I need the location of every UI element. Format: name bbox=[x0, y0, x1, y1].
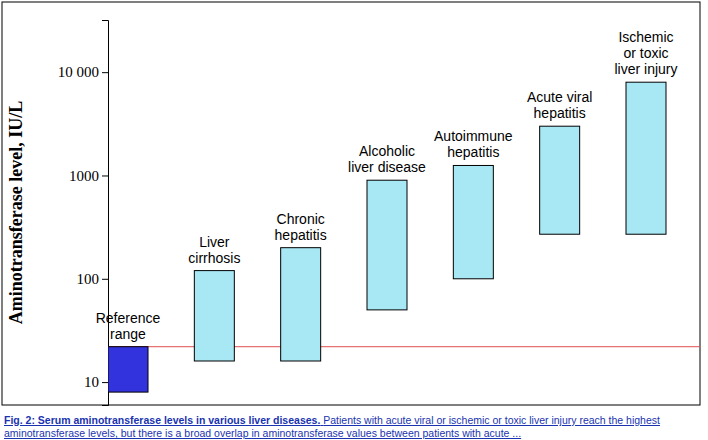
range-bar bbox=[281, 248, 321, 361]
y-tick: 10 bbox=[84, 374, 108, 390]
range-bar bbox=[367, 180, 407, 310]
y-tick: 10 000 bbox=[58, 64, 108, 80]
category-label: Referencerange bbox=[96, 310, 161, 342]
range-bar bbox=[453, 165, 493, 278]
y-tick-label: 100 bbox=[77, 271, 100, 287]
y-tick-mark bbox=[102, 382, 108, 383]
y-tick: 100 bbox=[77, 271, 109, 287]
y-tick-label: 10 bbox=[84, 374, 99, 390]
y-tick-mark bbox=[102, 72, 108, 73]
category-label: Alcoholicliver disease bbox=[348, 143, 426, 175]
title: Fig. 2: Serum aminotransferase levels in… bbox=[4, 414, 320, 426]
y-tick: 1000 bbox=[69, 168, 108, 184]
y-tick-mark bbox=[102, 175, 108, 176]
category-label: Chronichepatitis bbox=[275, 211, 327, 243]
category-label: Autoimmunehepatitis bbox=[434, 128, 513, 160]
caption: Fig. 2: Serum aminotransferase levels in… bbox=[0, 412, 708, 440]
range-bar bbox=[540, 126, 580, 234]
category-label: Livercirrhosis bbox=[188, 234, 240, 266]
y-tick-label: 10 000 bbox=[58, 64, 99, 80]
frame bbox=[2, 2, 700, 405]
y-axis: 10 100 1000 10 000 bbox=[58, 21, 109, 406]
category-label: Ischemicor toxicliver injury bbox=[614, 29, 677, 77]
y-tick-mark bbox=[102, 279, 108, 280]
y-tick-label: 1000 bbox=[69, 168, 99, 184]
plot-area bbox=[108, 82, 700, 392]
spacer bbox=[320, 414, 323, 426]
range-bar bbox=[626, 82, 666, 234]
y-axis-title: Aminotransferase level, IU/L bbox=[6, 101, 26, 324]
figure: 10 100 1000 10 000 Aminotransferase level, I… bbox=[0, 0, 708, 440]
range-bar bbox=[194, 271, 234, 361]
chart: 10 100 1000 10 000 Aminotransferase level, I… bbox=[0, 0, 708, 408]
y-axis-line bbox=[102, 21, 109, 406]
category-label: Acute viralhepatitis bbox=[527, 89, 592, 121]
range-bar bbox=[108, 347, 148, 392]
